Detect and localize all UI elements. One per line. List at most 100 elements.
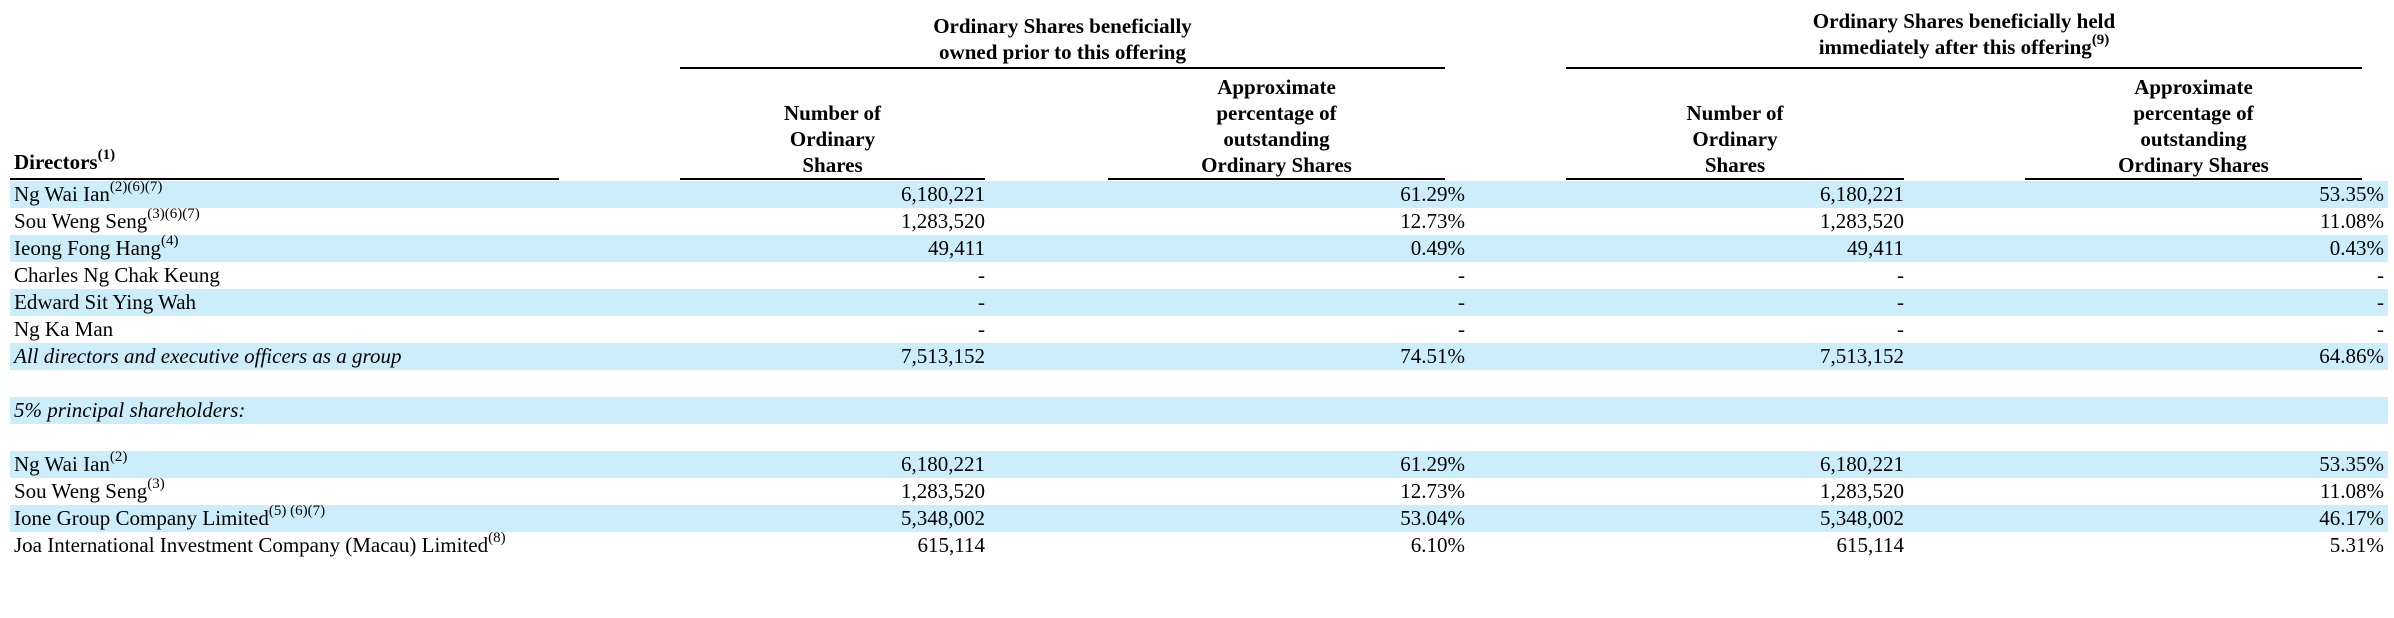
cell-pct-prior: - xyxy=(1458,290,1465,314)
col-header-number-prior: Number of Ordinary Shares xyxy=(680,100,985,178)
cell-pct-prior: 6.10% xyxy=(1410,533,1465,557)
group-rule-after xyxy=(1566,67,2362,69)
row-band xyxy=(10,181,2388,208)
cell-pct-prior: 0.49% xyxy=(1410,236,1465,260)
row-name-text: 5% principal shareholders: xyxy=(14,398,246,422)
row-name: Edward Sit Ying Wah xyxy=(14,289,196,316)
cell-number-after: 49,411 xyxy=(1847,236,1904,260)
col-header-pct-after-l1: Approximate xyxy=(2134,75,2253,99)
col-header-pct-prior: Approximate percentage of outstanding Or… xyxy=(1108,74,1445,178)
cell-number-after: - xyxy=(1897,317,1904,341)
cell-number-after: 6,180,221 xyxy=(1820,182,1904,206)
row-name: Ng Wai Ian(2) xyxy=(14,449,128,478)
col-header-pct-prior-l2: percentage of xyxy=(1216,101,1337,125)
cell-number-after: 615,114 xyxy=(1836,533,1904,557)
cell-pct-after: 53.35% xyxy=(2319,452,2384,476)
group-header-after-line1: Ordinary Shares beneficially held xyxy=(1812,9,2116,33)
row-band xyxy=(10,235,2388,262)
col-header-number-prior-l2: Ordinary xyxy=(789,127,876,151)
cell-number-prior: - xyxy=(978,263,985,287)
col-header-pct-after-l4: Ordinary Shares xyxy=(2118,153,2269,177)
row-name: Ieong Fong Hang(4) xyxy=(14,233,179,262)
col-header-number-after: Number of Ordinary Shares xyxy=(1566,100,1904,178)
directors-label: Directors xyxy=(14,150,98,174)
row-name-footnote: (2)(6)(7) xyxy=(109,179,163,195)
cell-number-after: - xyxy=(1897,263,1904,287)
col-header-pct-prior-l3: outstanding xyxy=(1223,127,1330,151)
row-band xyxy=(10,397,2388,424)
row-name: Charles Ng Chak Keung xyxy=(14,262,220,289)
row-band xyxy=(10,451,2388,478)
col-header-number-after-l3: Shares xyxy=(1704,153,1766,177)
row-name-text: Charles Ng Chak Keung xyxy=(14,263,220,287)
row-name-text: Ng Wai Ian xyxy=(14,182,110,206)
row-band xyxy=(10,289,2388,316)
row-name-text: Ieong Fong Hang xyxy=(14,236,161,260)
row-name: Sou Weng Seng(3) xyxy=(14,476,165,505)
col-header-number-after-l1: Number of xyxy=(1686,101,1784,125)
row-name-text: Joa International Investment Company (Ma… xyxy=(14,533,489,557)
row-name-text: Ione Group Company Limited xyxy=(14,506,269,530)
row-name-footnote: (5) (6)(7) xyxy=(268,503,326,519)
cell-pct-after: 64.86% xyxy=(2319,344,2384,368)
row-name-footnote: (2) xyxy=(109,449,128,465)
group-header-after-line2: immediately after this offering(9) xyxy=(1566,32,2362,60)
cell-pct-prior: 61.29% xyxy=(1400,182,1465,206)
col-header-pct-after: Approximate percentage of outstanding Or… xyxy=(2025,74,2362,178)
cell-number-prior: 1,283,520 xyxy=(901,209,985,233)
cell-pct-prior: 53.04% xyxy=(1400,506,1465,530)
row-name-text: Ng Wai Ian xyxy=(14,452,110,476)
group-header-prior-line1: Ordinary Shares beneficially xyxy=(933,14,1192,38)
col-header-number-after-l2: Ordinary xyxy=(1692,127,1778,151)
cell-pct-after: - xyxy=(2377,290,2384,314)
cell-number-prior: - xyxy=(978,317,985,341)
col-header-pct-prior-l4: Ordinary Shares xyxy=(1201,153,1352,177)
cell-number-prior: 49,411 xyxy=(928,236,985,260)
col-rule-pct-after xyxy=(2025,178,2362,180)
cell-pct-prior: - xyxy=(1458,317,1465,341)
cell-pct-after: - xyxy=(2377,263,2384,287)
row-band xyxy=(10,343,2388,370)
row-name-text: All directors and executive officers as … xyxy=(14,344,402,368)
cell-pct-prior: 12.73% xyxy=(1400,209,1465,233)
row-name: Sou Weng Seng(3)(6)(7) xyxy=(14,206,200,235)
cell-number-after: - xyxy=(1897,290,1904,314)
row-name-footnote: (3)(6)(7) xyxy=(147,206,200,222)
row-name-footnote: (8) xyxy=(488,530,506,546)
col-header-pct-after-l3: outstanding xyxy=(2140,127,2247,151)
col-rule-pct-prior xyxy=(1108,178,1445,180)
row-name: 5% principal shareholders: xyxy=(14,397,245,424)
cell-number-prior: - xyxy=(978,290,985,314)
cell-number-prior: 7,513,152 xyxy=(901,344,985,368)
row-name-text: Sou Weng Seng xyxy=(14,209,148,233)
col-header-pct-after-l2: percentage of xyxy=(2133,101,2254,125)
directors-rule xyxy=(10,178,559,180)
cell-pct-after: 46.17% xyxy=(2319,506,2384,530)
row-name-text: Ng Ka Man xyxy=(14,317,114,341)
cell-pct-after: 53.35% xyxy=(2319,182,2384,206)
cell-number-after: 1,283,520 xyxy=(1820,209,1904,233)
cell-number-after: 6,180,221 xyxy=(1820,452,1904,476)
cell-number-prior: 1,283,520 xyxy=(901,479,985,503)
directors-header: Directors(1) xyxy=(14,148,115,176)
group-header-prior: Ordinary Shares beneficially owned prior… xyxy=(680,13,1445,65)
row-name-text: Sou Weng Seng xyxy=(14,479,148,503)
cell-number-after: 7,513,152 xyxy=(1820,344,1904,368)
row-name-footnote: (3) xyxy=(147,476,165,492)
cell-pct-prior: - xyxy=(1458,263,1465,287)
row-name-footnote: (4) xyxy=(160,233,179,249)
group-header-after-footnote: (9) xyxy=(2091,32,2110,48)
col-rule-number-after xyxy=(1566,178,1904,180)
row-name: All directors and executive officers as … xyxy=(14,343,401,370)
row-name: Joa International Investment Company (Ma… xyxy=(14,530,506,559)
cell-number-prior: 615,114 xyxy=(917,533,985,557)
row-band xyxy=(10,505,2388,532)
directors-footnote: (1) xyxy=(97,147,116,163)
cell-pct-after: 0.43% xyxy=(2329,236,2384,260)
cell-number-after: 5,348,002 xyxy=(1820,506,1904,530)
cell-pct-after: 11.08% xyxy=(2320,479,2384,503)
cell-number-prior: 6,180,221 xyxy=(901,452,985,476)
cell-pct-prior: 74.51% xyxy=(1400,344,1465,368)
cell-pct-prior: 61.29% xyxy=(1400,452,1465,476)
